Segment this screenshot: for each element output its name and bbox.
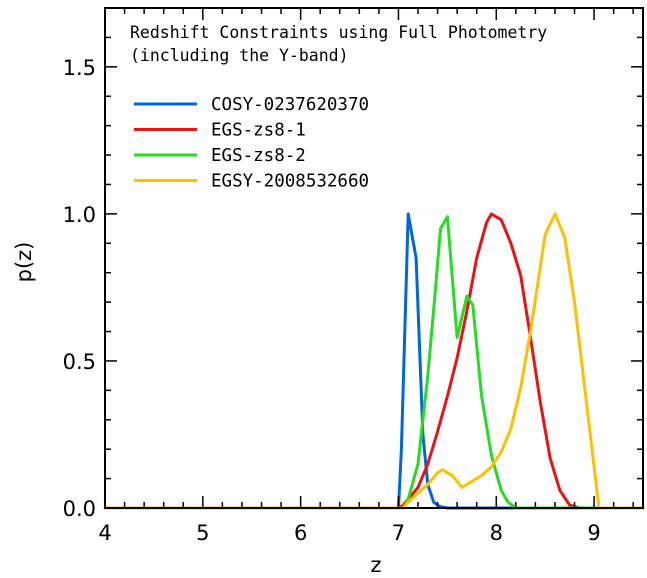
x-tick-label: 8: [490, 521, 503, 545]
legend-label-2: EGS-zs8-1: [211, 121, 306, 141]
y-tick-label: 0.5: [63, 350, 96, 374]
series-line-3: [103, 215, 645, 510]
annotation-line-1: Redshift Constraints using Full Photomet…: [130, 23, 547, 42]
plot-frame: [104, 7, 644, 509]
series-layer: [103, 212, 645, 510]
x-axis-title: z: [370, 553, 381, 577]
y-tick-label: 0.0: [63, 497, 96, 521]
y-tick-label: 1.0: [63, 203, 96, 227]
x-tick-label: 5: [196, 521, 209, 545]
legend-label-4: EGSY-2008532660: [211, 172, 369, 192]
legend: COSY-0237620370 EGS-zs8-1 EGS-zs8-2 EGSY-20…: [134, 95, 369, 192]
legend-label-1: COSY-0237620370: [211, 95, 369, 115]
text-layer: Redshift Constraints using Full Photomet…: [12, 23, 547, 577]
y-tick-label: 1.5: [63, 56, 96, 80]
series-line-4: [103, 212, 645, 510]
x-tick-label: 6: [294, 521, 307, 545]
axes-layer: [104, 7, 644, 509]
series-line-1: [103, 212, 645, 510]
x-tick-label: 9: [587, 521, 600, 545]
series-line-2: [103, 212, 645, 510]
legend-label-3: EGS-zs8-2: [211, 146, 306, 166]
annotation-line-2: (including the Y-band): [130, 46, 349, 65]
ticks-layer: 4 5 6 7 8 9 0.0 0.5 1.0 1.5: [63, 7, 643, 545]
x-tick-label: 4: [98, 521, 111, 545]
y-axis-title: p(z): [12, 242, 36, 283]
x-tick-label: 7: [392, 521, 405, 545]
